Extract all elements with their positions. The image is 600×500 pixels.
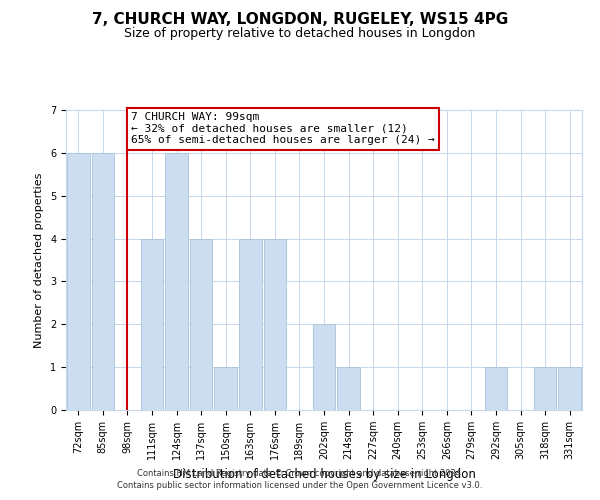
Bar: [263, 238, 286, 410]
Bar: [92, 153, 114, 410]
Y-axis label: Number of detached properties: Number of detached properties: [34, 172, 44, 348]
Bar: [67, 153, 89, 410]
Text: 7 CHURCH WAY: 99sqm
← 32% of detached houses are smaller (12)
65% of semi-detach: 7 CHURCH WAY: 99sqm ← 32% of detached ho…: [131, 112, 435, 146]
Bar: [190, 238, 212, 410]
Text: Contains HM Land Registry data © Crown copyright and database right 2024.: Contains HM Land Registry data © Crown c…: [137, 468, 463, 477]
Bar: [239, 238, 262, 410]
X-axis label: Distribution of detached houses by size in Longdon: Distribution of detached houses by size …: [173, 468, 475, 480]
Bar: [337, 367, 360, 410]
Bar: [313, 324, 335, 410]
Text: 7, CHURCH WAY, LONGDON, RUGELEY, WS15 4PG: 7, CHURCH WAY, LONGDON, RUGELEY, WS15 4P…: [92, 12, 508, 28]
Text: Contains public sector information licensed under the Open Government Licence v3: Contains public sector information licen…: [118, 481, 482, 490]
Bar: [485, 367, 508, 410]
Bar: [214, 367, 237, 410]
Bar: [534, 367, 556, 410]
Bar: [140, 238, 163, 410]
Bar: [559, 367, 581, 410]
Text: Size of property relative to detached houses in Longdon: Size of property relative to detached ho…: [124, 28, 476, 40]
Bar: [165, 153, 188, 410]
